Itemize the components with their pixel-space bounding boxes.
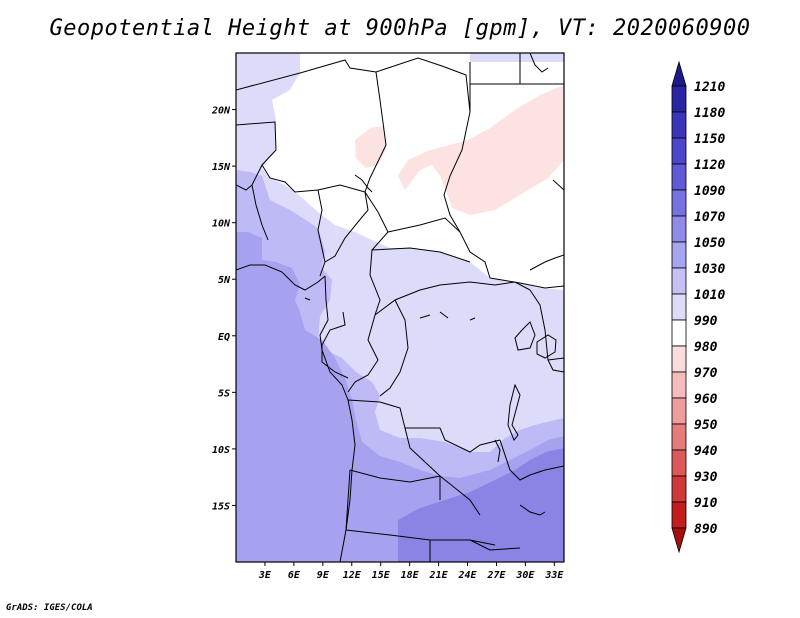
colorbar-swatch	[671, 423, 687, 451]
lat-tick-label: 15S	[212, 501, 230, 512]
colorbar-swatch	[671, 267, 687, 295]
colorbar-swatch	[671, 449, 687, 477]
map-title: Geopotential Height at 900hPa [gpm], VT:…	[49, 16, 751, 41]
lon-tick-label: 3E	[258, 570, 272, 581]
colorbar-swatch	[671, 345, 687, 373]
lat-tick-label: 10S	[212, 445, 230, 456]
colorbar-label: 1090	[694, 184, 725, 199]
colorbar-label: 980	[694, 340, 718, 355]
field-pink-northeast	[398, 85, 564, 215]
colorbar-label: 930	[694, 470, 718, 485]
colorbar-label: 890	[694, 522, 718, 537]
lat-tick-label: 20N	[211, 106, 231, 117]
colorbar-swatch	[671, 163, 687, 191]
lon-tick-label: 21E	[429, 570, 449, 581]
colorbar-label: 1030	[694, 262, 725, 277]
colorbar-label: 1070	[694, 210, 725, 225]
lat-tick-label: 15N	[212, 162, 231, 173]
lon-tick-label: 18E	[401, 570, 420, 581]
colorbar-label: 910	[694, 496, 718, 511]
lat-tick-label: 5S	[218, 388, 230, 399]
colorbar-label: 1120	[694, 158, 725, 173]
colorbar-swatch	[671, 501, 687, 529]
field-pink-sahel	[355, 126, 386, 168]
colorbar-swatch	[671, 241, 687, 269]
colorbar-swatch	[671, 319, 687, 347]
field-pale-blue-northwest	[236, 53, 300, 168]
field-mid-blue-south	[236, 232, 564, 562]
colorbar-label: 1180	[694, 106, 725, 121]
colorbar-swatch	[671, 371, 687, 399]
lon-tick-label: 30E	[515, 570, 535, 581]
colorbar-label: 940	[694, 444, 718, 459]
colorbar-label: 960	[694, 392, 718, 407]
colorbar-swatch	[671, 397, 687, 425]
colorbar-swatch	[671, 215, 687, 243]
lon-tick-label: 15E	[372, 570, 391, 581]
lat-tick-label: 10N	[212, 219, 231, 230]
lon-tick-label: 27E	[486, 570, 506, 581]
colorbar-bottom-arrow	[671, 527, 687, 554]
colorbar-swatch	[671, 111, 687, 139]
colorbar: 1210 1180 1150 1120 1090 1070 1050 1030 1010 990 9…	[671, 60, 725, 554]
latitude-ticks: 20N 15N 10N 5N EQ 5S 10S 15S	[211, 106, 236, 512]
colorbar-swatch	[671, 475, 687, 503]
lon-tick-label: 6E	[288, 570, 301, 581]
colorbar-label: 990	[694, 314, 718, 329]
colorbar-label: 1150	[694, 132, 725, 147]
colorbar-swatch	[671, 293, 687, 321]
longitude-ticks: 3E 6E 9E 12E 15E 18E 21E 24E 27E 30E 33E	[258, 562, 564, 581]
colorbar-swatch	[671, 85, 687, 113]
field-deep-blue-southeast	[398, 448, 564, 562]
colorbar-top-arrow	[671, 60, 687, 87]
lon-tick-label: 12E	[343, 570, 362, 581]
colorbar-label: 950	[694, 418, 718, 433]
lon-tick-label: 9E	[317, 570, 330, 581]
height-field	[236, 53, 564, 562]
lat-tick-label: EQ	[218, 332, 230, 343]
colorbar-swatch	[671, 137, 687, 165]
grads-credit: GrADS: IGES/COLA	[6, 603, 93, 613]
map-frame	[235, 52, 565, 563]
lon-tick-label: 33E	[544, 570, 564, 581]
lon-tick-label: 24E	[457, 570, 477, 581]
colorbar-label: 1010	[694, 288, 725, 303]
colorbar-label: 1050	[694, 236, 725, 251]
colorbar-swatch	[671, 189, 687, 217]
colorbar-label: 1210	[694, 80, 725, 95]
colorbar-label: 970	[694, 366, 718, 381]
lat-tick-label: 5N	[218, 275, 231, 286]
country-boundaries	[236, 53, 564, 562]
